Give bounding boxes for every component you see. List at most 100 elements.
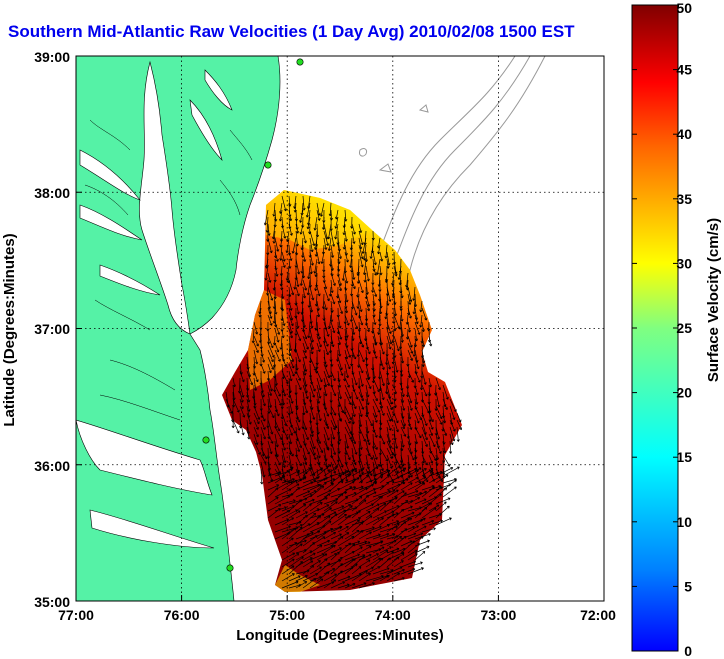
velocity-arrow xyxy=(384,244,388,259)
velocity-arrow xyxy=(407,447,415,461)
velocity-arrow xyxy=(379,513,395,526)
velocity-arrow xyxy=(428,419,434,430)
velocity-arrow xyxy=(323,440,330,451)
velocity-arrow xyxy=(412,300,416,315)
velocity-arrow xyxy=(295,272,300,288)
velocity-arrow xyxy=(295,481,314,491)
velocity-arrow xyxy=(309,553,325,561)
velocity-arrow xyxy=(330,570,343,582)
velocity-arrow xyxy=(379,489,396,498)
velocity-arrow xyxy=(344,272,349,284)
velocity-arrow xyxy=(407,335,413,348)
velocity-arrow xyxy=(365,517,380,526)
velocity-arrow xyxy=(313,216,318,231)
velocity-arrow xyxy=(428,486,443,498)
velocity-arrow xyxy=(372,391,378,402)
velocity-arrow xyxy=(351,223,356,235)
velocity-arrow xyxy=(442,426,448,436)
x-axis-label: Longitude (Degrees:Minutes) xyxy=(236,627,444,644)
velocity-arrow xyxy=(372,314,377,325)
velocity-arrow xyxy=(372,567,390,575)
velocity-arrow xyxy=(299,223,304,235)
velocity-arrow xyxy=(372,405,378,418)
velocity-arrow xyxy=(302,530,321,540)
velocity-arrow xyxy=(267,398,271,414)
velocity-arrow xyxy=(288,328,294,339)
velocity-arrow xyxy=(414,356,420,370)
velocity-arrow xyxy=(344,468,358,477)
velocity-arrow xyxy=(421,507,437,519)
colorbar-ticks: 0 5 10 15 20 25 30 35 40 45 50 xyxy=(632,0,692,659)
velocity-arrow xyxy=(274,391,282,406)
velocity-arrow xyxy=(316,571,330,582)
velocity-arrow xyxy=(323,384,328,397)
velocity-arrow xyxy=(414,405,423,421)
velocity-arrow xyxy=(239,370,245,383)
velocity-vectors xyxy=(225,195,463,589)
colorbar-tick-label: 5 xyxy=(684,578,692,594)
velocity-arrow xyxy=(435,405,443,420)
velocity-arrow xyxy=(281,223,287,239)
velocity-arrow xyxy=(400,511,415,519)
velocity-arrow xyxy=(299,272,304,286)
velocity-arrow xyxy=(351,349,357,360)
velocity-arrow xyxy=(302,552,316,561)
velocity-arrow xyxy=(358,541,371,547)
velocity-arrow xyxy=(295,550,313,561)
velocity-arrow xyxy=(421,335,426,348)
velocity-arrow xyxy=(372,286,378,297)
velocity-arrow xyxy=(393,528,408,540)
velocity-arrow xyxy=(316,440,324,453)
velocity-arrow xyxy=(309,502,323,512)
velocity-arrow xyxy=(393,419,399,433)
velocity-arrow xyxy=(323,426,330,441)
velocity-arrow xyxy=(442,398,448,410)
velocity-arrow xyxy=(358,405,363,418)
velocity-arrow xyxy=(330,440,337,456)
velocity-arrow xyxy=(295,314,300,329)
velocity-arrow xyxy=(288,539,307,547)
velocity-arrow xyxy=(400,540,413,547)
velocity-arrow xyxy=(330,335,335,348)
velocity-arrow xyxy=(295,258,301,275)
velocity-arrow xyxy=(400,468,418,477)
velocity-arrow xyxy=(330,426,336,440)
velocity-arrow xyxy=(288,391,294,404)
velocity-arrow xyxy=(358,495,370,505)
velocity-arrow xyxy=(358,582,375,589)
velocity-arrow xyxy=(358,511,371,519)
velocity-arrow xyxy=(288,279,295,296)
velocity-arrow xyxy=(337,244,342,260)
velocity-arrow xyxy=(330,526,342,533)
velocity-arrow xyxy=(356,342,360,358)
velocity-arrow xyxy=(362,258,367,276)
velocity-arrow xyxy=(435,391,441,408)
velocity-arrow xyxy=(295,419,301,431)
velocity-arrow xyxy=(323,370,331,387)
velocity-arrow xyxy=(281,440,286,451)
velocity-arrow xyxy=(337,536,355,547)
velocity-arrow xyxy=(281,314,286,327)
velocity-arrow xyxy=(330,370,336,382)
velocity-arrow xyxy=(316,520,332,533)
velocity-arrow xyxy=(351,469,364,477)
velocity-arrow xyxy=(386,474,404,484)
velocity-arrow xyxy=(407,293,412,305)
velocity-arrow xyxy=(414,370,421,383)
velocity-arrow xyxy=(379,468,383,479)
velocity-arrow xyxy=(358,279,364,294)
velocity-arrow xyxy=(323,279,328,290)
velocity-arrow xyxy=(267,307,273,319)
velocity-arrow xyxy=(337,542,352,554)
velocity-arrow xyxy=(251,328,255,344)
velocity-arrow xyxy=(253,405,261,420)
velocity-arrow xyxy=(302,419,308,431)
velocity-arrow xyxy=(435,440,442,454)
velocity-arrow xyxy=(263,209,269,226)
velocity-arrow xyxy=(319,202,325,217)
velocity-arrow xyxy=(302,578,317,589)
colorbar-tick-label: 45 xyxy=(676,62,692,78)
velocity-arrow xyxy=(456,419,463,431)
velocity-arrow xyxy=(294,322,298,336)
velocity-arrow xyxy=(323,321,330,337)
